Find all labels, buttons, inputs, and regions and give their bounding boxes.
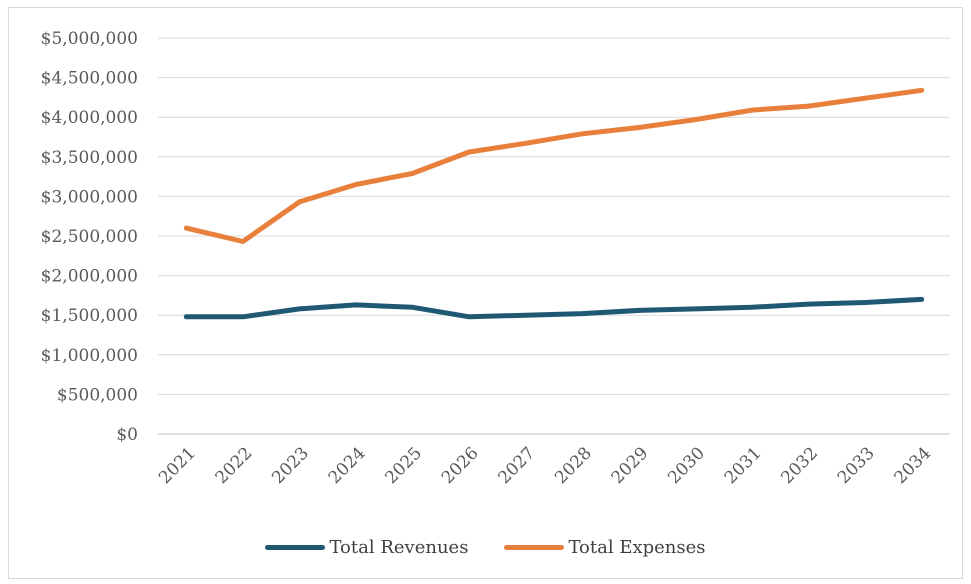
x-tick-label: 2029: [608, 443, 653, 488]
x-tick-label: 2028: [551, 443, 596, 488]
x-tick-label: 2027: [495, 443, 540, 488]
legend-label-expenses: Total Expenses: [568, 536, 706, 558]
y-tick-label: $3,500,000: [41, 148, 138, 168]
x-axis-ticks: 2021 2022 2023 2024 2025 2026 2027 2028 2029 2030…: [155, 443, 935, 488]
x-tick-label: 2026: [438, 443, 483, 488]
y-tick-label: $5,000,000: [41, 29, 138, 49]
x-tick-label: 2032: [777, 443, 822, 488]
x-tick-label: 2021: [155, 443, 200, 488]
x-tick-label: 2025: [381, 443, 426, 488]
x-tick-label: 2024: [325, 443, 370, 488]
x-tick-label: 2022: [212, 443, 257, 488]
y-tick-label: $500,000: [57, 385, 138, 405]
legend-swatch-revenues: [265, 544, 326, 550]
y-tick-label: $1,000,000: [41, 346, 138, 366]
chart-frame: [8, 7, 963, 579]
y-tick-label: $2,500,000: [41, 227, 138, 247]
y-tick-label: $1,500,000: [41, 306, 138, 326]
legend-label-revenues: Total Revenues: [329, 536, 469, 558]
x-tick-label: 2030: [664, 443, 709, 488]
x-tick-label: 2023: [268, 443, 313, 488]
y-tick-label: $2,000,000: [41, 267, 138, 287]
series-lines: [183, 87, 925, 320]
y-tick-label: $4,000,000: [41, 108, 138, 128]
y-axis-ticks: $0 $500,000 $1,000,000 $1,500,000 $2,000,000…: [41, 29, 138, 445]
gridlines: [158, 37, 950, 435]
y-tick-label: $3,000,000: [41, 187, 138, 207]
series-line-revenues: [183, 296, 925, 320]
x-tick-label: 2031: [721, 443, 766, 488]
x-tick-label: 2033: [834, 443, 879, 488]
y-tick-label: $4,500,000: [41, 69, 138, 89]
legend-item-expenses: Total Expenses: [504, 536, 706, 558]
legend-swatch-expenses: [504, 544, 565, 550]
series-line-expenses: [183, 87, 925, 244]
legend: Total Revenues Total Expenses: [0, 532, 971, 562]
y-tick-label: $0: [116, 425, 138, 445]
x-tick-label: 2034: [891, 443, 936, 488]
legend-item-revenues: Total Revenues: [265, 537, 468, 558]
